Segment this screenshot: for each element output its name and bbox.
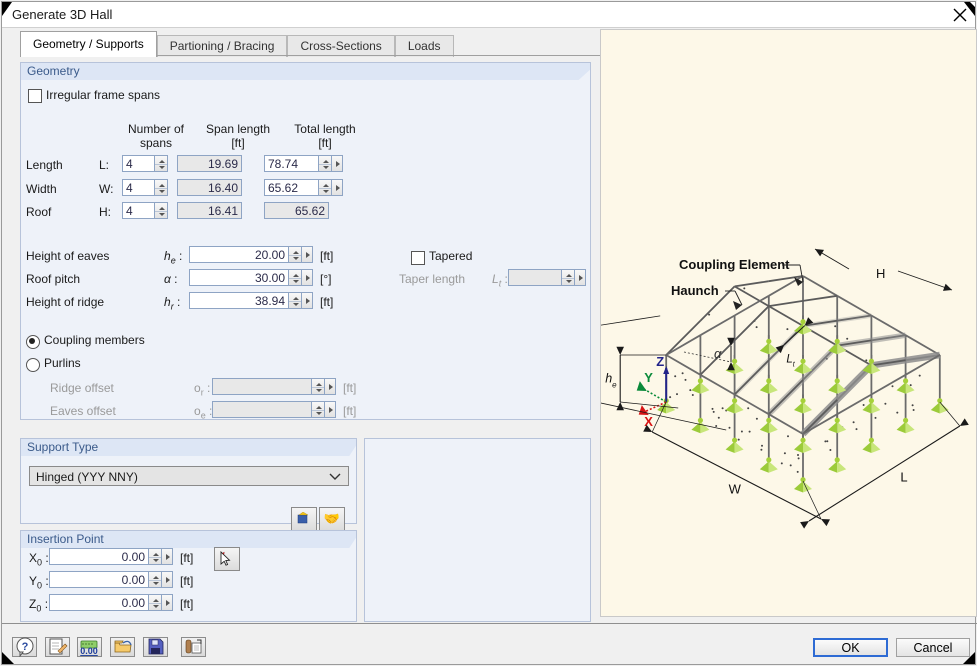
svg-text:?: ? — [21, 641, 28, 653]
svg-text:α: α — [714, 346, 722, 361]
svg-text:0.00: 0.00 — [80, 646, 98, 656]
svg-text:W: W — [729, 482, 742, 497]
svg-text:Y: Y — [644, 370, 653, 385]
svg-text:H: H — [876, 266, 885, 281]
svg-text:Lt: Lt — [786, 354, 795, 369]
svg-text:L: L — [900, 470, 907, 485]
svg-text:Coupling Element: Coupling Element — [679, 257, 790, 272]
svg-text:X: X — [644, 414, 653, 429]
svg-text:Haunch: Haunch — [671, 283, 719, 298]
svg-text:he: he — [605, 372, 617, 390]
svg-text:Z: Z — [656, 354, 664, 369]
